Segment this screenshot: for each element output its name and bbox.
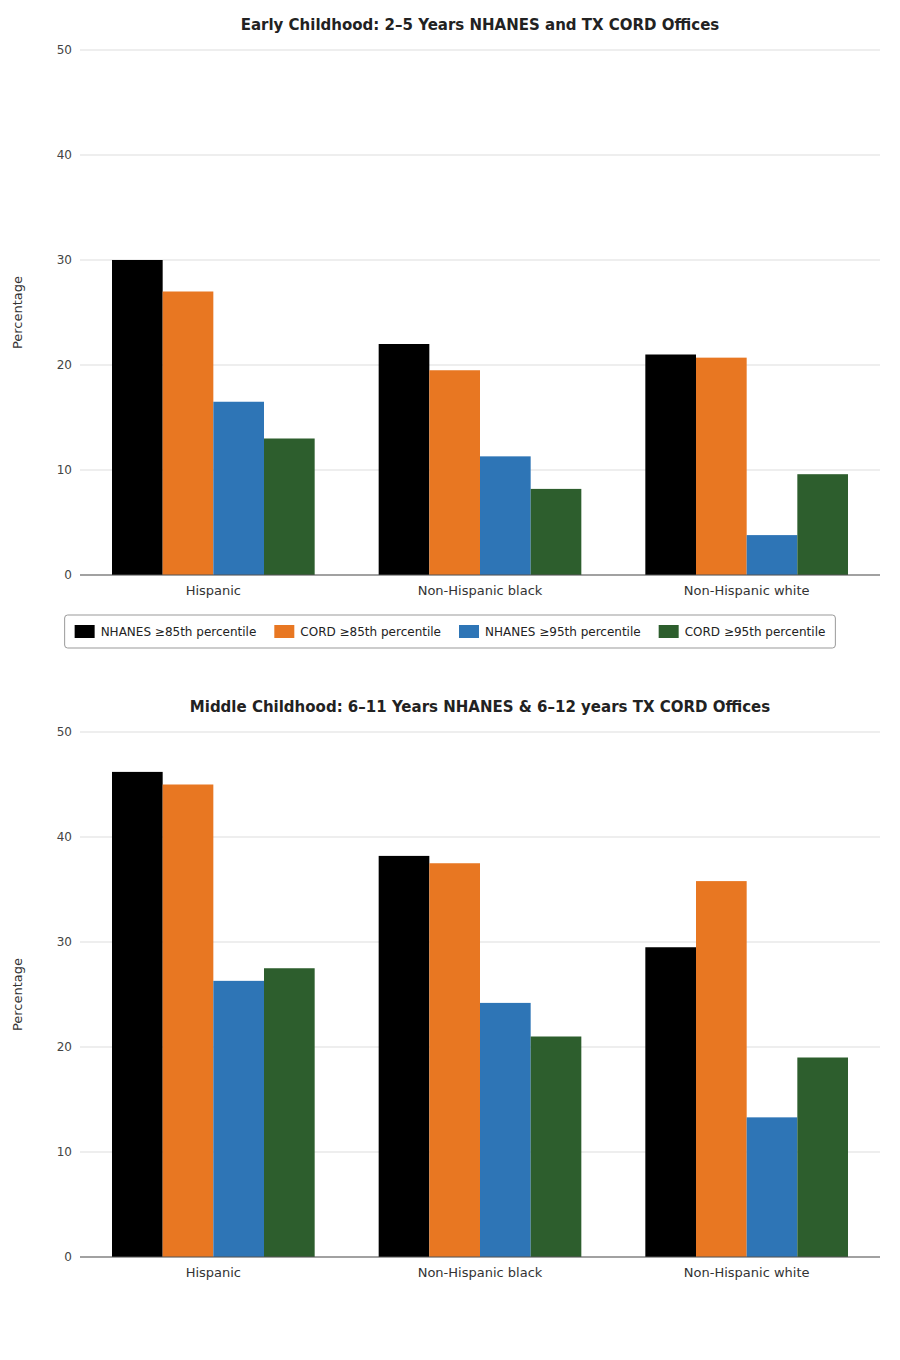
x-tick-label: Hispanic [186,583,241,598]
legend-item: CORD ≥95th percentile [659,625,826,639]
legend-item: NHANES ≥95th percentile [459,625,641,639]
x-axis-line [80,575,880,576]
bar: CORD ≥95th percentile [797,1058,848,1258]
y-tick-label: 40 [57,148,72,162]
y-tick-label: 0 [64,568,72,582]
y-axis-label: Percentage [10,958,25,1031]
bar: NHANES ≥95th percentile [480,456,531,575]
bar: NHANES ≥95th percentile [213,402,264,575]
legend-swatch [274,625,294,638]
chart-panel: Early Childhood: 2–5 Years NHANES and TX… [10,16,880,598]
y-tick-label: 40 [57,830,72,844]
x-axis-line [80,1257,880,1258]
x-tick-label: Non-Hispanic black [418,583,543,598]
legend-frame [65,615,836,648]
bar: NHANES ≥85th percentile [379,856,430,1257]
figure: Early Childhood: 2–5 Years NHANES and TX… [0,0,900,1360]
y-tick-label: 30 [57,253,72,267]
legend-swatch [659,625,679,638]
grid-line [80,732,880,733]
y-tick-label: 20 [57,358,72,372]
grid-line [80,155,880,156]
grid-line [80,260,880,261]
legend-item: NHANES ≥85th percentile [75,625,257,639]
grid-line [80,575,880,576]
chart-panel: Middle Childhood: 6–11 Years NHANES & 6–… [10,698,880,1280]
bars: NHANES ≥85th percentile NHANES ≥85th perc… [112,260,848,575]
bar: CORD ≥95th percentile [531,1037,582,1258]
y-tick-label: 30 [57,935,72,949]
y-tick-label: 10 [57,463,72,477]
bar: NHANES ≥85th percentile [112,772,163,1257]
y-tick-label: 20 [57,1040,72,1054]
bar: CORD ≥95th percentile [797,474,848,575]
bar: NHANES ≥95th percentile [480,1003,531,1257]
y-tick-label: 0 [64,1250,72,1264]
y-axis-label: Percentage [10,276,25,349]
chart-title: Early Childhood: 2–5 Years NHANES and TX… [241,16,720,34]
bar: NHANES ≥95th percentile [747,1117,798,1257]
background [0,0,900,1360]
bar: CORD ≥85th percentile [696,358,747,575]
legend-label: CORD ≥95th percentile [685,625,826,639]
bar: NHANES ≥95th percentile [213,981,264,1257]
x-tick-label: Hispanic [186,1265,241,1280]
bar: NHANES ≥95th percentile [747,535,798,575]
x-tick-label: Non-Hispanic black [418,1265,543,1280]
grid-line [80,1257,880,1258]
y-tick-label: 50 [57,725,72,739]
legend-label: CORD ≥85th percentile [300,625,441,639]
x-tick-label: Non-Hispanic white [684,583,810,598]
grid-line [80,50,880,51]
bar: CORD ≥95th percentile [264,439,315,576]
legend-swatch [75,625,95,638]
chart-title: Middle Childhood: 6–11 Years NHANES & 6–… [190,698,770,716]
bar: CORD ≥95th percentile [531,489,582,575]
legend-swatch [459,625,479,638]
y-tick-label: 10 [57,1145,72,1159]
bar: NHANES ≥85th percentile [379,344,430,575]
bar: CORD ≥85th percentile [429,863,480,1257]
legend-label: NHANES ≥95th percentile [485,625,641,639]
y-tick-label: 50 [57,43,72,57]
bar: CORD ≥85th percentile [163,292,214,576]
bar: CORD ≥85th percentile [163,785,214,1258]
legend-label: NHANES ≥85th percentile [101,625,257,639]
x-tick-label: Non-Hispanic white [684,1265,810,1280]
legend-item: CORD ≥85th percentile [274,625,441,639]
bar: NHANES ≥85th percentile [645,947,696,1257]
bar: NHANES ≥85th percentile [645,355,696,576]
bar: CORD ≥95th percentile [264,968,315,1257]
bar: NHANES ≥85th percentile [112,260,163,575]
bar: CORD ≥85th percentile [429,370,480,575]
legend: NHANES ≥85th percentile CORD ≥85th percen… [65,615,836,648]
bars: NHANES ≥85th percentile NHANES ≥85th perc… [112,772,848,1257]
bar: CORD ≥85th percentile [696,881,747,1257]
